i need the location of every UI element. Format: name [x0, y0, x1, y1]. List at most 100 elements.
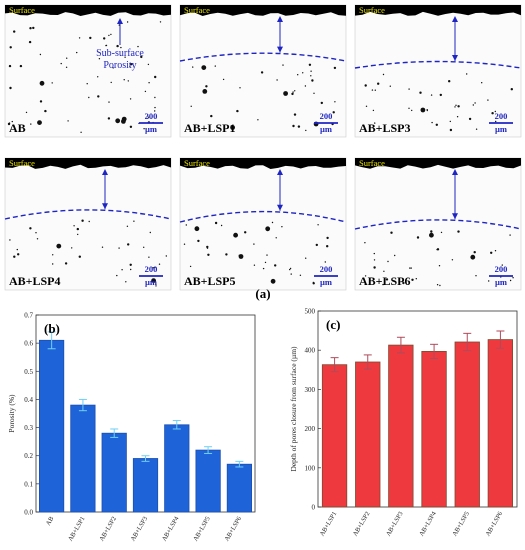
- pore: [491, 112, 494, 115]
- micrograph-lsp4: Surface AB+LSP4 200 µm: [4, 157, 172, 291]
- pore: [206, 247, 209, 249]
- closure-depth-line: [4, 209, 172, 220]
- y-tick-label: 0.5: [24, 368, 33, 376]
- pore: [183, 243, 186, 245]
- pore: [103, 37, 106, 40]
- bar-ab-lsp2: [101, 432, 127, 513]
- bar-ab-lsp4: [421, 350, 447, 508]
- pore: [39, 100, 43, 103]
- pore: [78, 255, 82, 258]
- pore: [52, 254, 54, 256]
- pore: [147, 63, 150, 66]
- pore-closure-depth-chart: 0 100 200 300 400 500 AB+LSP1 AB+LSP2 AB+LSP3 AB+…: [289, 308, 518, 538]
- porosity-annotation: Porosity: [103, 60, 136, 71]
- pore: [297, 125, 301, 128]
- pore: [137, 45, 139, 48]
- pore: [129, 125, 133, 128]
- pore: [25, 111, 28, 114]
- panel-a-label: (a): [255, 286, 270, 301]
- pore: [9, 46, 12, 49]
- surface-label: Surface: [184, 158, 210, 168]
- pore: [81, 219, 84, 222]
- pore: [320, 101, 323, 105]
- pore: [260, 71, 264, 74]
- pore: [455, 104, 457, 107]
- y-tick-label: 0: [312, 504, 316, 512]
- pore: [121, 269, 123, 271]
- pore: [19, 64, 23, 68]
- scale-bar-unit: µm: [145, 124, 157, 134]
- surface-band: [5, 5, 171, 16]
- pore: [129, 98, 132, 100]
- pore: [410, 267, 412, 269]
- pore: [451, 259, 454, 261]
- scale-bar-value: 200: [145, 264, 158, 274]
- pore: [127, 243, 130, 246]
- pore: [154, 106, 156, 109]
- pore: [110, 33, 112, 36]
- pore: [436, 248, 438, 251]
- surface-band: [180, 158, 346, 169]
- pore: [126, 21, 129, 23]
- scale-bar-unit: µm: [495, 124, 507, 134]
- pore: [430, 94, 433, 96]
- pore: [253, 243, 255, 245]
- y-tick-label: 0.3: [24, 424, 33, 432]
- closure-depth-line: [354, 60, 522, 69]
- pore: [238, 254, 240, 256]
- surface-label: Surface: [359, 158, 385, 168]
- y-axis-label: Depth of pores closure from surface (µm): [289, 346, 298, 472]
- arrow-head: [277, 46, 283, 53]
- pore: [299, 274, 302, 276]
- pore: [431, 121, 433, 124]
- pore: [305, 129, 307, 132]
- y-tick-label: 0.2: [24, 452, 33, 460]
- scale-bar-value: 200: [320, 264, 333, 274]
- pore: [494, 250, 497, 252]
- y-axis-label: Porosity (%): [7, 394, 16, 433]
- pore: [317, 224, 319, 226]
- arrow-head: [277, 204, 283, 211]
- pore: [190, 105, 192, 108]
- pore: [78, 37, 81, 39]
- micrograph-label: AB+LSP6: [359, 274, 411, 288]
- arrow-head: [117, 18, 123, 24]
- pore: [129, 66, 131, 68]
- pore: [290, 273, 292, 275]
- pore: [382, 73, 385, 76]
- pore: [436, 284, 439, 286]
- pore: [468, 117, 472, 121]
- pore: [292, 91, 294, 93]
- pore: [244, 231, 247, 234]
- pore: [448, 80, 451, 83]
- pore: [475, 128, 478, 130]
- pore: [28, 40, 32, 44]
- pore: [365, 105, 368, 108]
- micrograph-grid: SurfaceAB200µmSub-surfacePorositySurface…: [4, 4, 522, 291]
- pore: [154, 96, 156, 99]
- micrograph-lsp6: Surface AB+LSP6 200 µm: [354, 157, 522, 291]
- bar-ab-lsp3: [132, 458, 159, 513]
- pore: [148, 82, 150, 84]
- x-tick-label: AB+LSP3: [385, 511, 405, 538]
- pore: [377, 82, 380, 85]
- surface-label: Surface: [184, 5, 210, 15]
- pore: [67, 120, 69, 122]
- pore: [13, 30, 16, 33]
- pore: [262, 267, 265, 270]
- pore: [364, 275, 367, 277]
- pore: [293, 113, 297, 116]
- micrograph-label: AB: [9, 121, 26, 135]
- pore: [36, 238, 39, 240]
- pore: [214, 65, 216, 67]
- x-tick-label: AB+LSP1: [67, 516, 87, 543]
- pore: [60, 62, 62, 65]
- pore: [37, 120, 42, 125]
- pore: [105, 44, 108, 47]
- micrograph-lsp5: Surface AB+LSP5 200 µm: [179, 157, 347, 291]
- pore: [383, 270, 385, 272]
- pore: [512, 277, 514, 279]
- pore: [8, 122, 11, 124]
- pore: [107, 117, 111, 120]
- pore: [121, 119, 126, 124]
